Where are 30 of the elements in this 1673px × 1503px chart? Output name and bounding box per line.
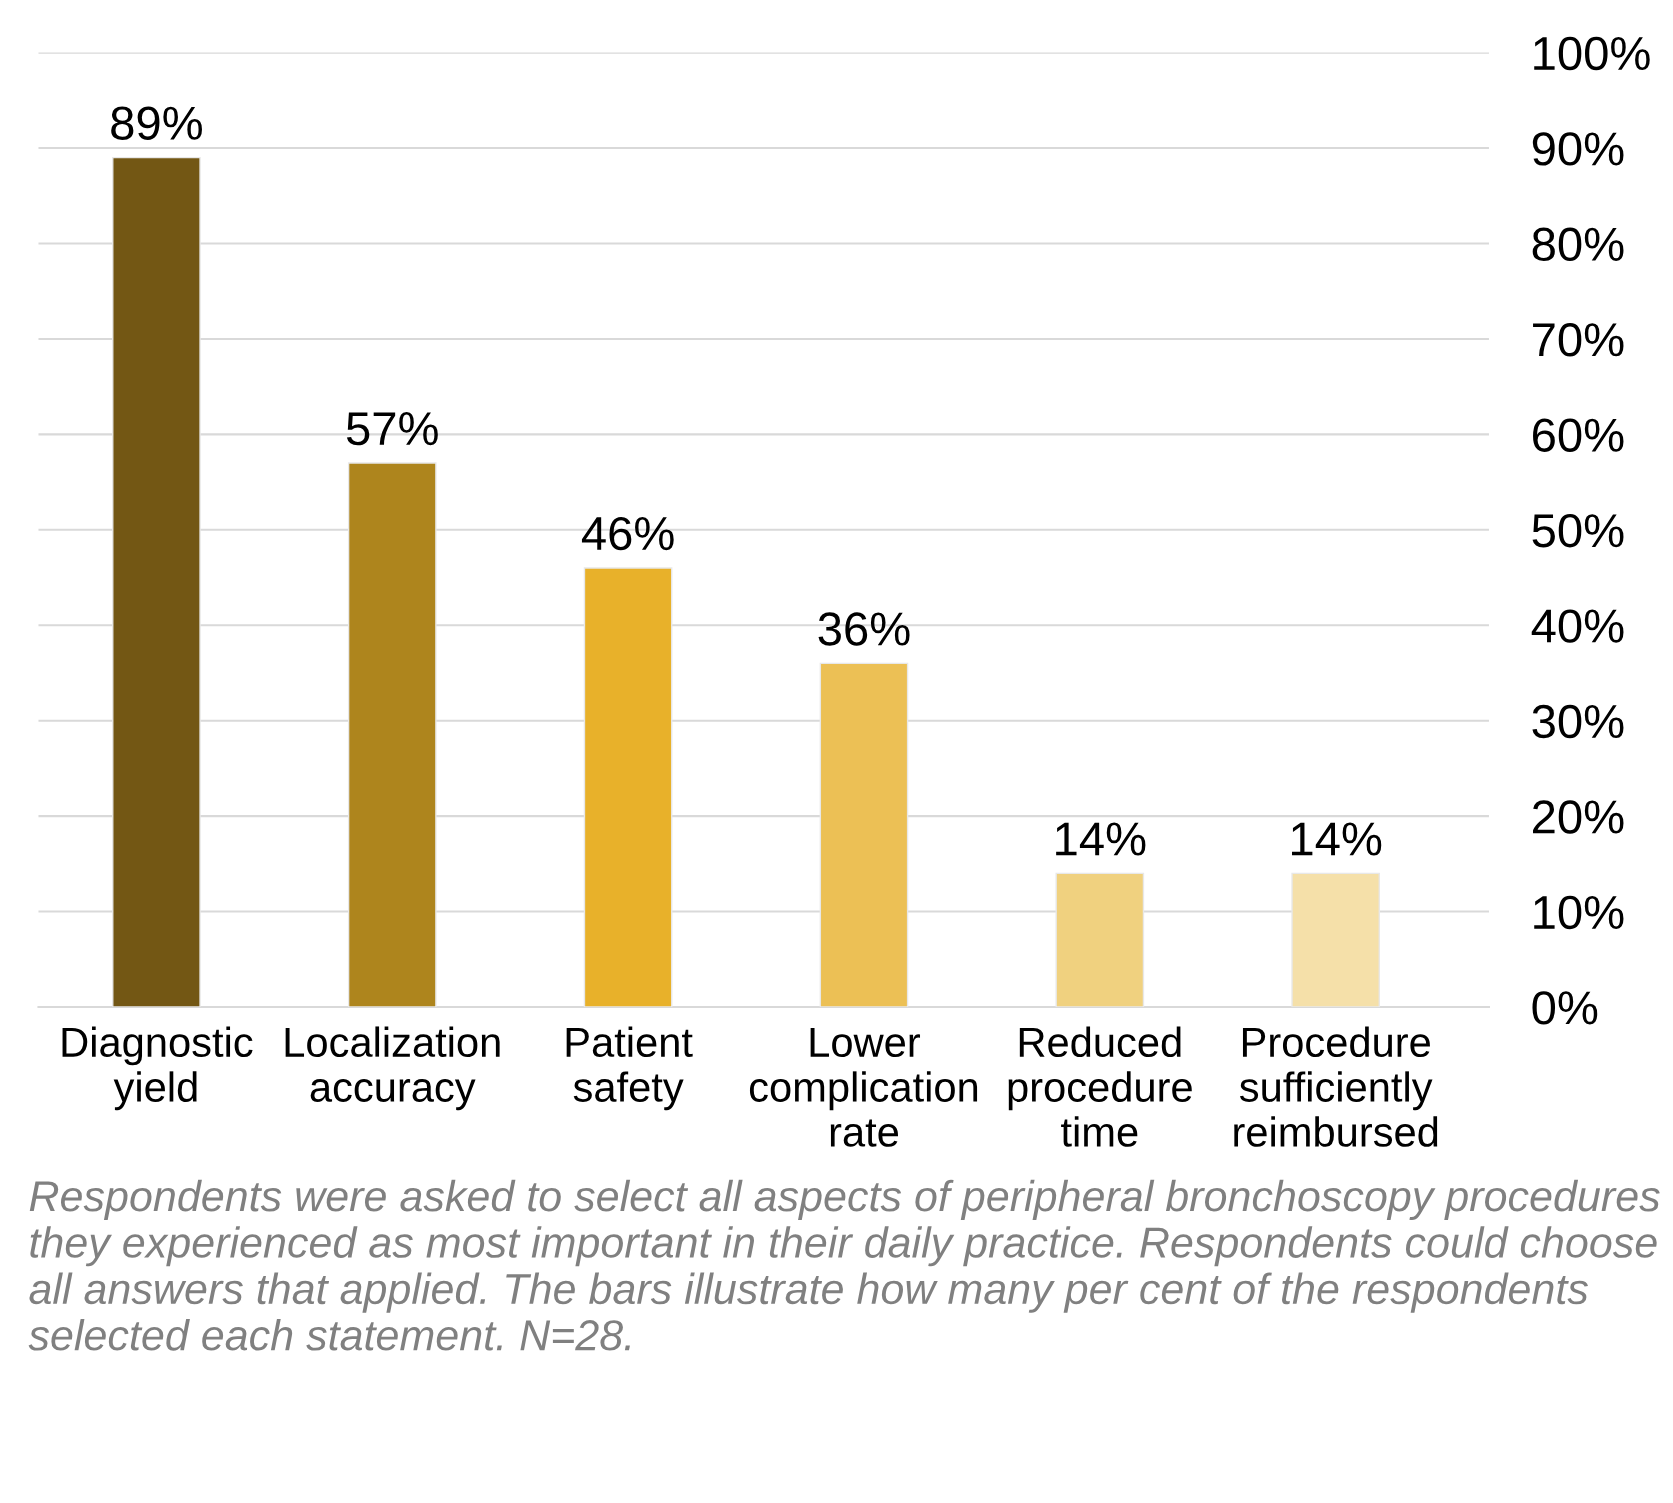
x-tick-label: Diagnostic yield — [62, 1026, 253, 1111]
y-tick-label: 10% — [1534, 895, 1624, 930]
x-tick-label: Localization accuracy — [285, 1026, 500, 1111]
data-label: 36% — [818, 612, 910, 646]
data-label: 46% — [581, 516, 674, 551]
text: Respondents were asked to select all aspects of peripheral bronchoscopy procedures they experienced as most important in their daily practice. Respondents could choose all answers that applied. The bars illustrate how many per cent of the respondents selected each statement. N=28. — [28, 1179, 1660, 1351]
x-tick-label: Patient safety — [566, 1026, 693, 1111]
data-label: 89% — [111, 106, 202, 140]
bar — [347, 462, 437, 1008]
bar — [819, 662, 909, 1008]
y-tick-label: 30% — [1532, 704, 1624, 739]
bar — [583, 567, 673, 1008]
y-tick-label: 0% — [1532, 991, 1598, 1025]
bar — [1055, 872, 1145, 1008]
y-tick-label: 100% — [1534, 36, 1650, 71]
y-tick-label: 50% — [1532, 513, 1624, 548]
y-tick-label: 70% — [1533, 323, 1624, 357]
data-label: 57% — [346, 412, 438, 446]
x-tick-label: Lower complication rate — [749, 1027, 978, 1147]
bar — [112, 156, 201, 1008]
data-label: 14% — [1292, 822, 1382, 856]
bar — [1291, 872, 1380, 1008]
y-tick-label: 20% — [1533, 800, 1624, 834]
x-tick-label: Procedure sufficiently reimbursed — [1234, 1026, 1438, 1147]
data-label: 14% — [1056, 822, 1146, 856]
y-tick-label: 40% — [1531, 609, 1624, 643]
y-tick-label: 80% — [1532, 227, 1624, 262]
y-tick-label: 60% — [1533, 418, 1624, 452]
y-tick-label: 90% — [1532, 132, 1624, 166]
x-tick-label: Reduced procedure time — [1008, 1026, 1192, 1147]
